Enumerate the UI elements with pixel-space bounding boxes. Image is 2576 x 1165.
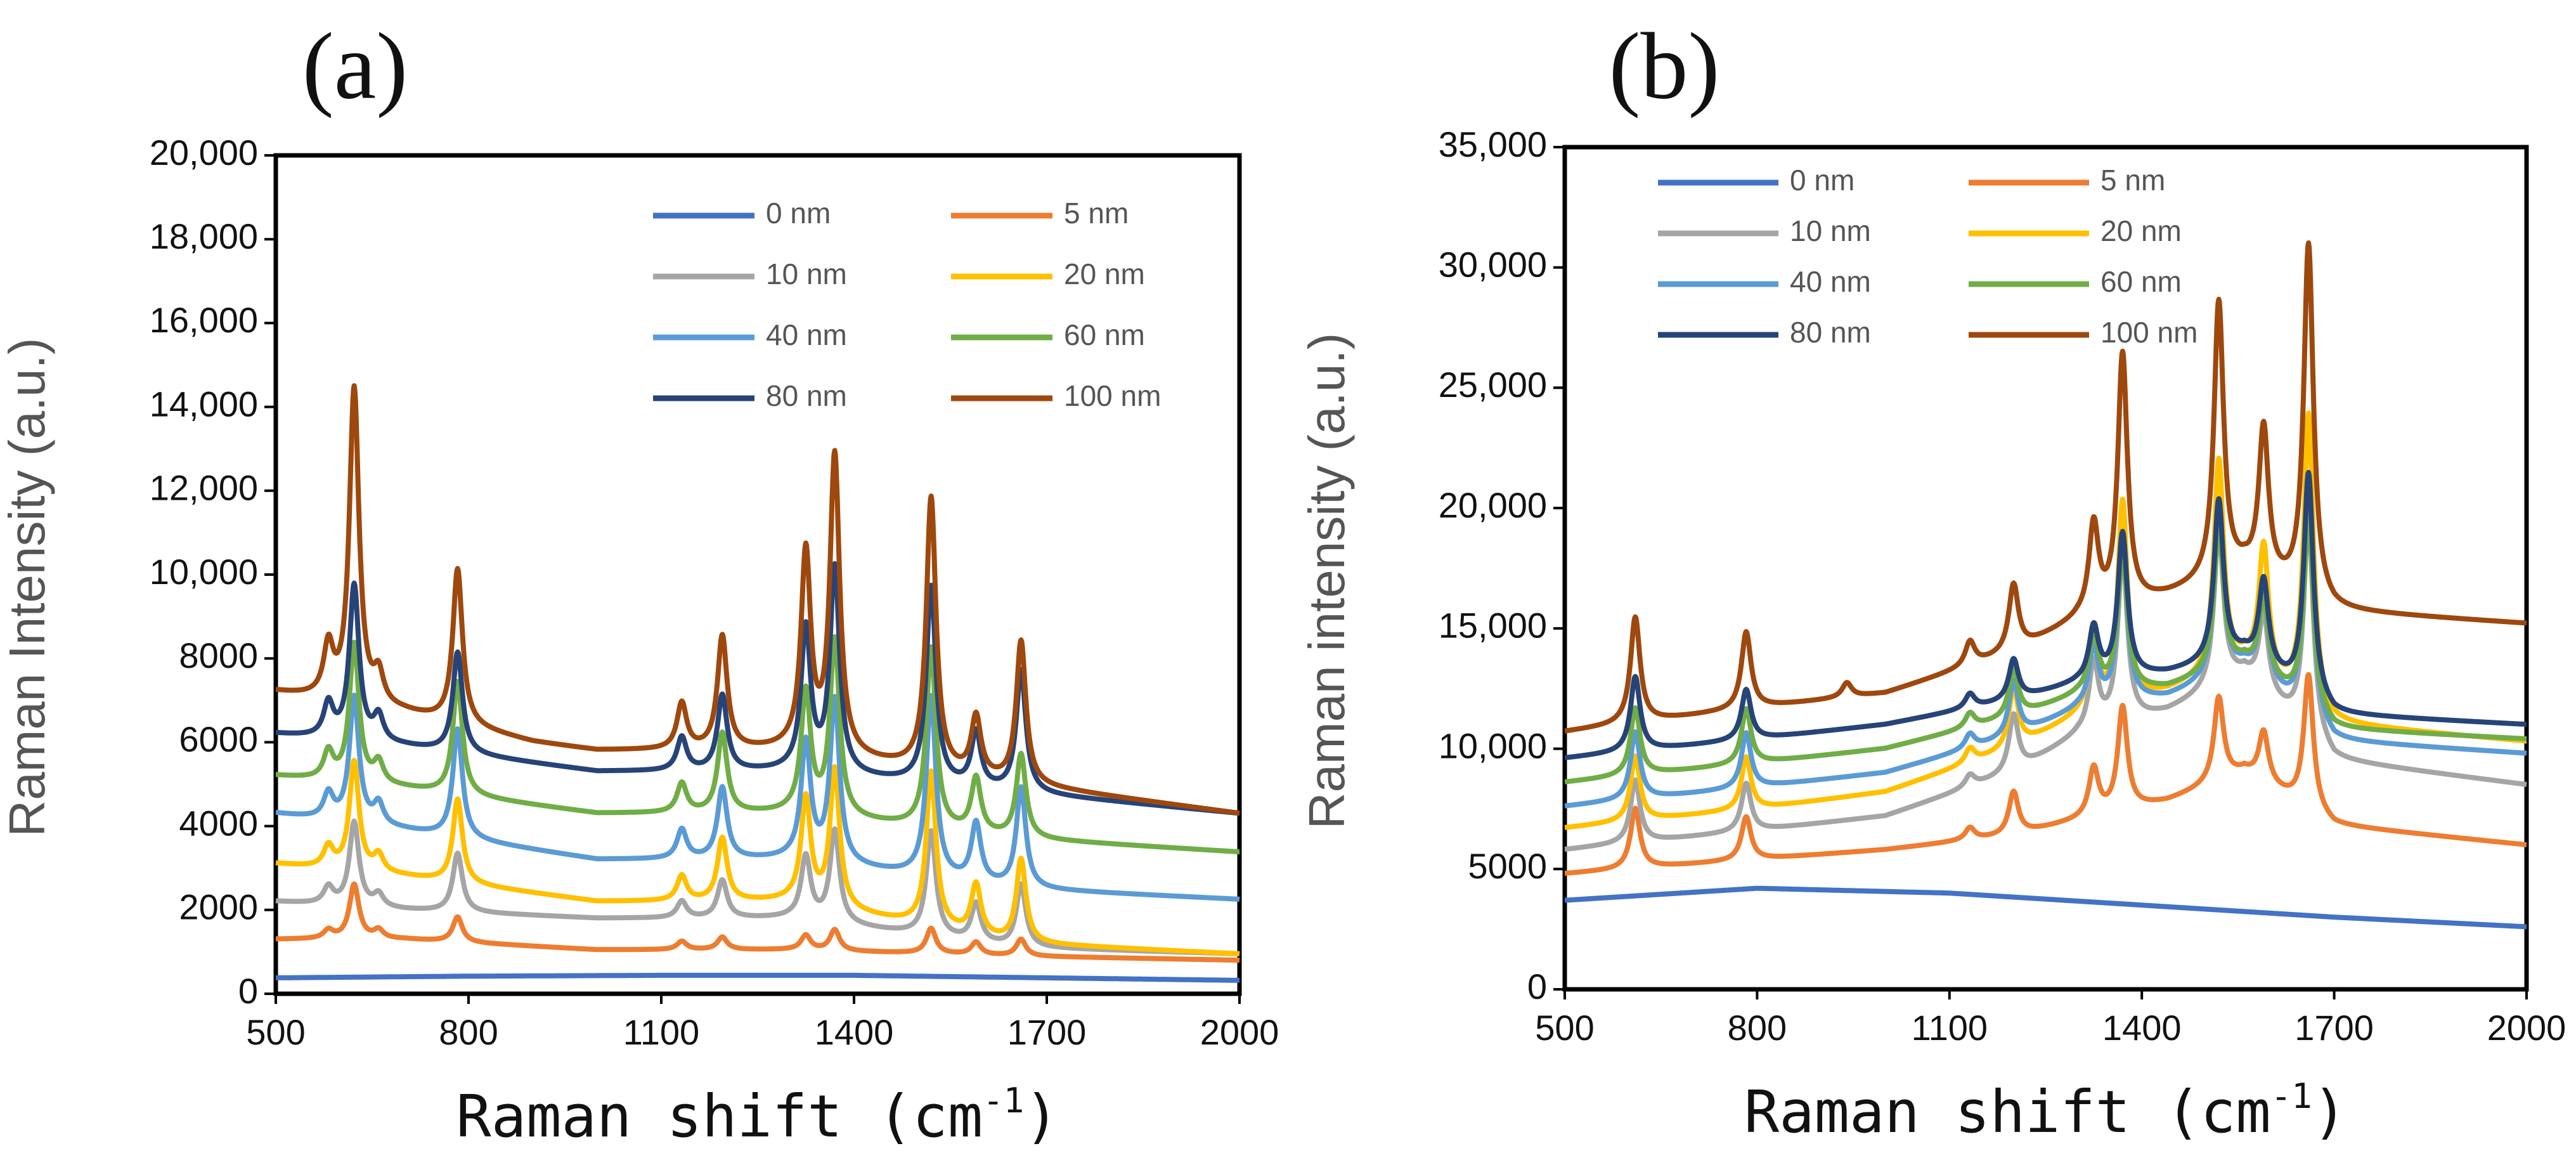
- legend-label: 5 nm: [1064, 197, 1129, 230]
- y-tick-label: 4000: [179, 803, 258, 843]
- legend-label: 60 nm: [2100, 265, 2182, 298]
- x-tick-label: 1400: [815, 1012, 894, 1052]
- panel-b: (b) 0 5000 10,000 15,000 20,000 25,000 30,000 35…: [1298, 13, 2566, 1146]
- series-line: [274, 634, 1241, 855]
- x-tick-label: 800: [1728, 1008, 1787, 1048]
- y-tick-label: 0: [238, 971, 258, 1011]
- series-line: [1563, 514, 2528, 784]
- legend-label: 100 nm: [1064, 379, 1161, 412]
- x-tick-label: 1700: [2294, 1008, 2374, 1048]
- legend-label: 20 nm: [1064, 257, 1145, 290]
- y-tick-label: 20,000: [150, 133, 258, 172]
- series-line: [1563, 240, 2528, 734]
- x-tick-label: 2000: [1200, 1012, 1279, 1052]
- series-line: [274, 881, 1241, 963]
- y-tick-label: 35,000: [1439, 124, 1547, 164]
- x-tick-label: 500: [1535, 1008, 1594, 1048]
- series-line: [1563, 502, 2528, 809]
- y-tick-label: 18,000: [150, 216, 258, 256]
- x-tick-label: 1100: [623, 1012, 699, 1052]
- x-axis-label: Raman shift (cm-1): [456, 1081, 1059, 1150]
- y-tick-label: 10,000: [150, 552, 258, 592]
- legend-label: 20 nm: [2100, 214, 2182, 247]
- y-tick-label: 0: [1527, 966, 1547, 1006]
- panel-a: (a) 0 2000 4000 6000 8000 10,000 12,000 14,000 16…: [0, 13, 1279, 1150]
- y-tick-label: 14,000: [150, 384, 258, 424]
- series-line: [1563, 515, 2528, 852]
- series-line: [1563, 672, 2528, 876]
- x-axis-label: Raman shift (cm-1): [1744, 1076, 2347, 1146]
- y-tick-label: 15,000: [1439, 606, 1547, 646]
- legend-label: 80 nm: [766, 379, 847, 412]
- series-line: [274, 757, 1241, 956]
- series-line: [1563, 885, 2528, 930]
- series-line: [274, 818, 1241, 956]
- series-line: [274, 693, 1241, 902]
- series-line: [1563, 410, 2528, 830]
- x-tick-label: 1400: [2102, 1008, 2182, 1048]
- legend-label: 0 nm: [766, 197, 831, 230]
- legend-label: 40 nm: [1790, 265, 1871, 298]
- y-axis-label: Raman intensity (a.u.): [1298, 333, 1355, 830]
- legend-label: 10 nm: [1790, 214, 1871, 247]
- plot-frame: [1562, 145, 2529, 992]
- x-tick-label: 800: [439, 1012, 498, 1052]
- legend-label: 100 nm: [2100, 316, 2197, 349]
- x-tick-label: 2000: [2487, 1008, 2566, 1048]
- y-tick-label: 30,000: [1439, 245, 1547, 285]
- series-line: [274, 383, 1241, 816]
- series-line: [274, 972, 1241, 983]
- y-tick-label: 10,000: [1439, 726, 1547, 765]
- legend-label: 60 nm: [1064, 318, 1145, 351]
- x-tick-label: 1100: [1912, 1008, 1988, 1048]
- y-tick-label: 2000: [179, 887, 258, 927]
- y-tick-label: 5000: [1468, 846, 1547, 886]
- y-tick-label: 25,000: [1439, 365, 1547, 405]
- legend-label: 40 nm: [766, 318, 847, 351]
- series-line: [274, 561, 1241, 816]
- y-tick-label: 8000: [179, 635, 258, 675]
- legend-label: 0 nm: [1790, 164, 1854, 197]
- y-tick-label: 6000: [179, 719, 258, 759]
- x-tick-label: 1700: [1007, 1012, 1087, 1052]
- series-line: [1563, 470, 2528, 760]
- y-tick-label: 20,000: [1439, 485, 1547, 525]
- legend-label: 10 nm: [766, 257, 847, 290]
- panel-label: (b): [1609, 13, 1720, 119]
- legend-label: 5 nm: [2100, 164, 2165, 197]
- y-axis-label: Raman Intensity (a.u.): [0, 338, 55, 837]
- y-tick-label: 12,000: [150, 468, 258, 508]
- y-tick-label: 16,000: [150, 300, 258, 340]
- x-tick-label: 500: [246, 1012, 305, 1052]
- panel-label: (a): [302, 13, 408, 119]
- legend-label: 80 nm: [1790, 316, 1871, 349]
